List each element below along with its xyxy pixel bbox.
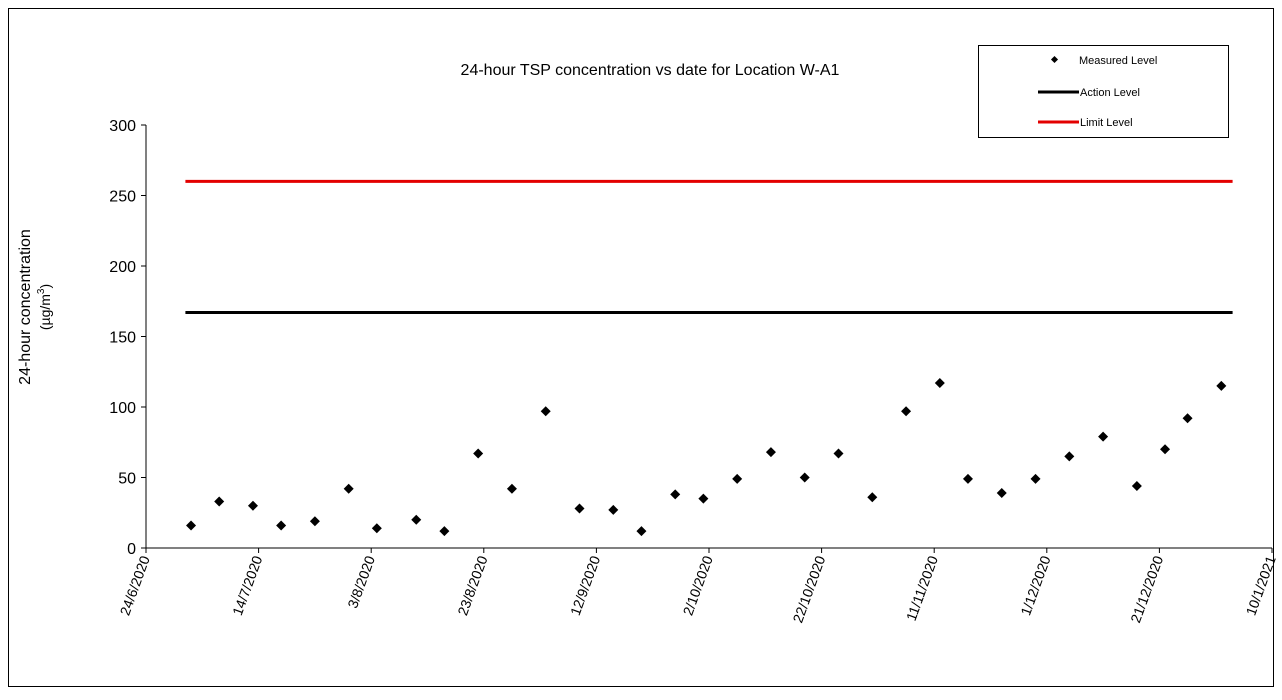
data-point <box>608 504 619 515</box>
data-point <box>1131 480 1142 491</box>
legend-item-action-level: Action Level <box>1038 87 1140 99</box>
data-point <box>439 526 450 537</box>
data-point <box>473 448 484 459</box>
y-axis-unit-suffix: ) <box>37 284 53 289</box>
y-axis-unit-prefix: (µg/m <box>37 294 53 330</box>
y-tick-label: 200 <box>109 259 136 276</box>
data-point <box>1030 473 1041 484</box>
legend: Measured Level Action Level Limit Level <box>978 45 1229 138</box>
data-point <box>1064 451 1075 462</box>
chart-title: 24-hour TSP concentration vs date for Lo… <box>461 62 840 79</box>
data-point <box>934 378 945 389</box>
y-tick-label: 150 <box>109 330 136 347</box>
data-point <box>1160 444 1171 455</box>
data-point <box>214 496 225 507</box>
data-point <box>698 493 709 504</box>
legend-label-measured-level: Measured Level <box>1079 55 1157 67</box>
y-axis-label-unit: (µg/m3) <box>36 284 53 330</box>
data-point <box>540 406 551 417</box>
data-point <box>670 489 681 500</box>
y-axis-label: 24-hour concentration (µg/m3) <box>17 229 53 385</box>
y-tick-label: 100 <box>109 400 136 417</box>
data-point <box>411 514 422 525</box>
data-point <box>732 473 743 484</box>
data-point <box>186 520 197 531</box>
data-point <box>833 448 844 459</box>
data-point <box>371 523 382 534</box>
data-point <box>506 483 517 494</box>
y-axis-label-line1: 24-hour concentration <box>17 229 34 385</box>
data-point <box>247 500 258 511</box>
y-tick-label: 250 <box>109 189 136 206</box>
y-axis-unit-superscript: 3 <box>36 288 47 294</box>
legend-box <box>978 45 1229 138</box>
data-point <box>636 526 647 537</box>
data-point <box>1182 413 1193 424</box>
y-tick-label: 0 <box>127 541 136 558</box>
data-point <box>901 406 912 417</box>
data-point <box>574 503 585 514</box>
data-point <box>276 520 287 531</box>
data-point <box>867 492 878 503</box>
legend-item-limit-level: Limit Level <box>1038 117 1133 129</box>
data-point <box>765 447 776 458</box>
data-point <box>799 472 810 483</box>
data-point <box>962 473 973 484</box>
y-tick-label: 50 <box>118 471 136 488</box>
data-point <box>996 488 1007 499</box>
legend-label-limit-level: Limit Level <box>1080 117 1133 129</box>
data-point <box>1098 431 1109 442</box>
data-point <box>309 516 320 527</box>
y-tick-label: 300 <box>109 118 136 135</box>
legend-label-action-level: Action Level <box>1080 87 1140 99</box>
data-point <box>343 483 354 494</box>
data-point <box>1216 380 1227 391</box>
